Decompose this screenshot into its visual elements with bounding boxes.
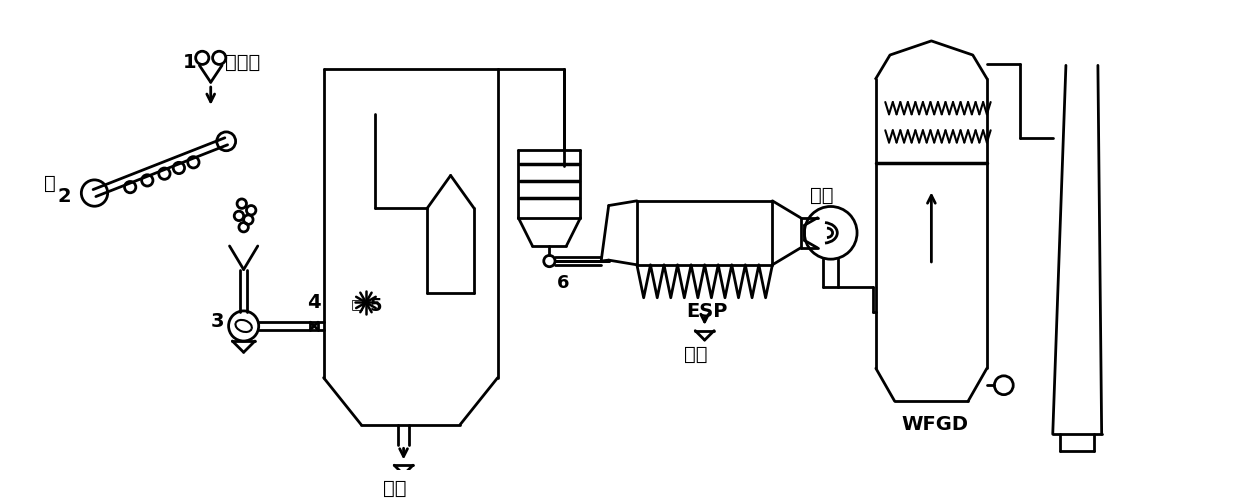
Text: 2: 2 [57, 187, 71, 206]
Text: 6: 6 [558, 274, 570, 292]
Text: 4: 4 [307, 293, 321, 312]
Text: 添加剂: 添加剂 [224, 53, 260, 72]
Circle shape [544, 255, 555, 267]
Circle shape [217, 132, 235, 151]
Text: WFGD: WFGD [901, 415, 968, 434]
Text: ESP: ESP [686, 302, 727, 321]
Text: 3: 3 [211, 312, 224, 331]
Text: 飞灰: 飞灰 [684, 345, 707, 364]
Text: 5: 5 [369, 297, 382, 315]
Circle shape [82, 180, 108, 206]
Text: □: □ [351, 297, 364, 311]
Text: 底灰: 底灰 [383, 479, 406, 498]
Circle shape [995, 376, 1014, 394]
Text: 风机: 风机 [810, 186, 834, 205]
Circle shape [228, 311, 259, 341]
Text: 1: 1 [182, 53, 196, 72]
Text: 煤: 煤 [45, 174, 56, 193]
Circle shape [804, 207, 857, 259]
